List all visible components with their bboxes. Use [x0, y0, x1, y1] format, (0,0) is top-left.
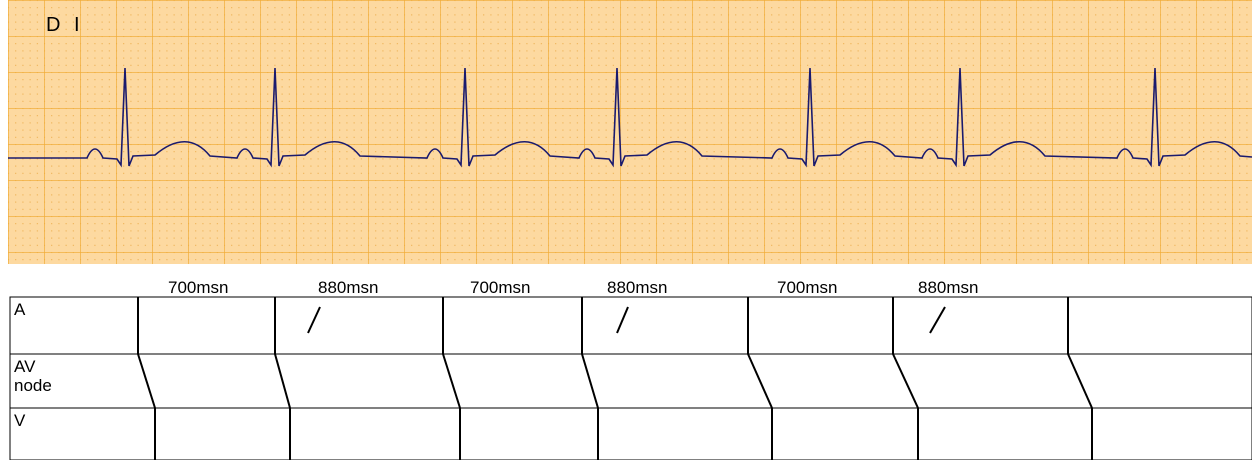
- conduction-line: [307, 306, 321, 334]
- interval-label: 880msn: [607, 278, 668, 297]
- interval-label: 700msn: [777, 278, 838, 297]
- lead-label: D I: [46, 14, 84, 36]
- conduction-line: [581, 353, 599, 409]
- ecg-trace: [8, 67, 1252, 168]
- ecg-paper: [8, 0, 1252, 264]
- conduction-line: [442, 353, 461, 409]
- row-label: AV node: [14, 357, 52, 395]
- interval-label: 880msn: [918, 278, 979, 297]
- conduction-line: [747, 353, 773, 409]
- interval-label: 700msn: [470, 278, 531, 297]
- interval-label: 880msn: [318, 278, 379, 297]
- row-label: V: [14, 411, 26, 430]
- conduction-line: [929, 306, 946, 334]
- conduction-line: [1067, 353, 1093, 409]
- row-label: A: [14, 300, 26, 319]
- conduction-line: [616, 306, 629, 334]
- conduction-line: [892, 353, 919, 409]
- interval-label: 700msn: [168, 278, 229, 297]
- conduction-line: [274, 353, 291, 409]
- conduction-line: [137, 353, 156, 409]
- ladder-diagram: [9, 296, 1252, 460]
